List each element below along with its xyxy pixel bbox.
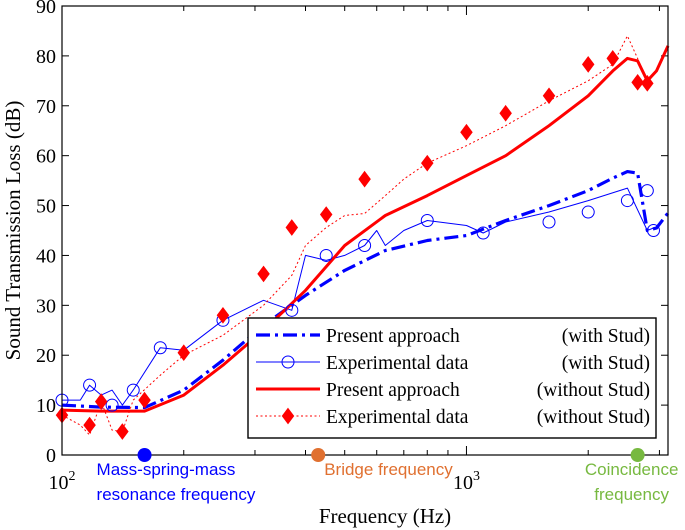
legend-box <box>247 317 657 439</box>
legend-label-tail: (with Stud) <box>562 326 650 347</box>
annotation-dot-mass-spring-mass <box>137 448 152 462</box>
data-point-diamond <box>319 206 333 223</box>
y-axis-label: Sound Transmission Loss (dB) <box>1 101 25 361</box>
data-point-diamond <box>606 50 620 67</box>
annotation-dot-coincidence <box>630 448 645 462</box>
data-point-diamond <box>94 393 108 410</box>
data-point-circle <box>319 248 333 262</box>
data-point-diamond <box>641 74 654 92</box>
y-tick-label: 60 <box>36 146 56 168</box>
data-point-diamond <box>631 73 644 91</box>
y-tick-label: 10 <box>36 395 56 417</box>
data-point-circle <box>126 383 140 397</box>
x-axis-label: Frequency (Hz) <box>319 504 451 528</box>
data-point-diamond <box>581 56 595 73</box>
data-point-diamond <box>542 87 556 105</box>
data-point-circle <box>646 224 660 237</box>
data-point-circle <box>640 184 654 198</box>
legend-label: Experimental data <box>326 353 469 374</box>
y-tick-label: 20 <box>36 345 56 367</box>
data-point-diamond <box>421 154 434 172</box>
data-point-circle <box>581 205 595 219</box>
y-tick-label: 80 <box>36 46 56 68</box>
annotation-label-line2-mass-spring-mass: resonance frequency <box>97 485 256 504</box>
y-tick-label: 70 <box>36 96 56 118</box>
data-point-diamond <box>499 104 512 122</box>
annotation-label-bridge: Bridge frequency <box>324 460 453 479</box>
annotation-label-mass-spring-mass: Mass-spring-mass <box>97 460 236 479</box>
data-point-diamond <box>83 416 96 434</box>
data-point-circle <box>476 226 490 240</box>
x-tick-label: 103 <box>453 469 480 494</box>
data-point-circle <box>83 378 97 392</box>
data-point-circle <box>620 194 634 208</box>
legend-label-tail: (without Stud) <box>537 380 650 401</box>
data-point-diamond <box>138 391 151 409</box>
plot-frame <box>61 5 669 456</box>
series-line <box>61 45 670 413</box>
data-point-diamond <box>281 407 295 425</box>
x-tick-label: 102 <box>49 469 76 494</box>
legend-label: Present approach <box>326 326 460 347</box>
y-tick-label: 0 <box>46 445 56 467</box>
data-point-diamond <box>460 123 473 141</box>
series-line <box>61 170 670 410</box>
y-tick-label: 30 <box>36 295 56 317</box>
legend-label: Experimental data <box>326 407 469 428</box>
legend-label-tail: (with Stud) <box>562 353 650 374</box>
data-point-circle <box>285 303 299 317</box>
annotation-label-coincidence: Coincidence <box>585 460 679 479</box>
legend-label-tail: (without Stud) <box>537 407 650 428</box>
annotation-dot-bridge <box>311 448 326 462</box>
y-tick-label: 40 <box>36 245 56 267</box>
annotation-label-line2-coincidence: frequency <box>594 485 669 504</box>
data-point-circle <box>420 214 434 228</box>
data-point-circle <box>358 238 372 252</box>
data-point-diamond <box>216 306 230 324</box>
data-point-circle <box>542 215 556 229</box>
legend-label: Present approach <box>326 380 460 401</box>
data-point-circle <box>105 398 119 412</box>
data-point-circle <box>153 341 167 355</box>
y-tick-label: 50 <box>36 196 56 218</box>
data-point-diamond <box>257 265 270 283</box>
data-point-diamond <box>285 219 299 236</box>
y-tick-label: 90 <box>36 0 56 18</box>
data-point-diamond <box>358 170 371 188</box>
data-point-diamond <box>116 423 129 440</box>
data-point-circle <box>281 355 295 369</box>
data-point-diamond <box>177 344 191 362</box>
